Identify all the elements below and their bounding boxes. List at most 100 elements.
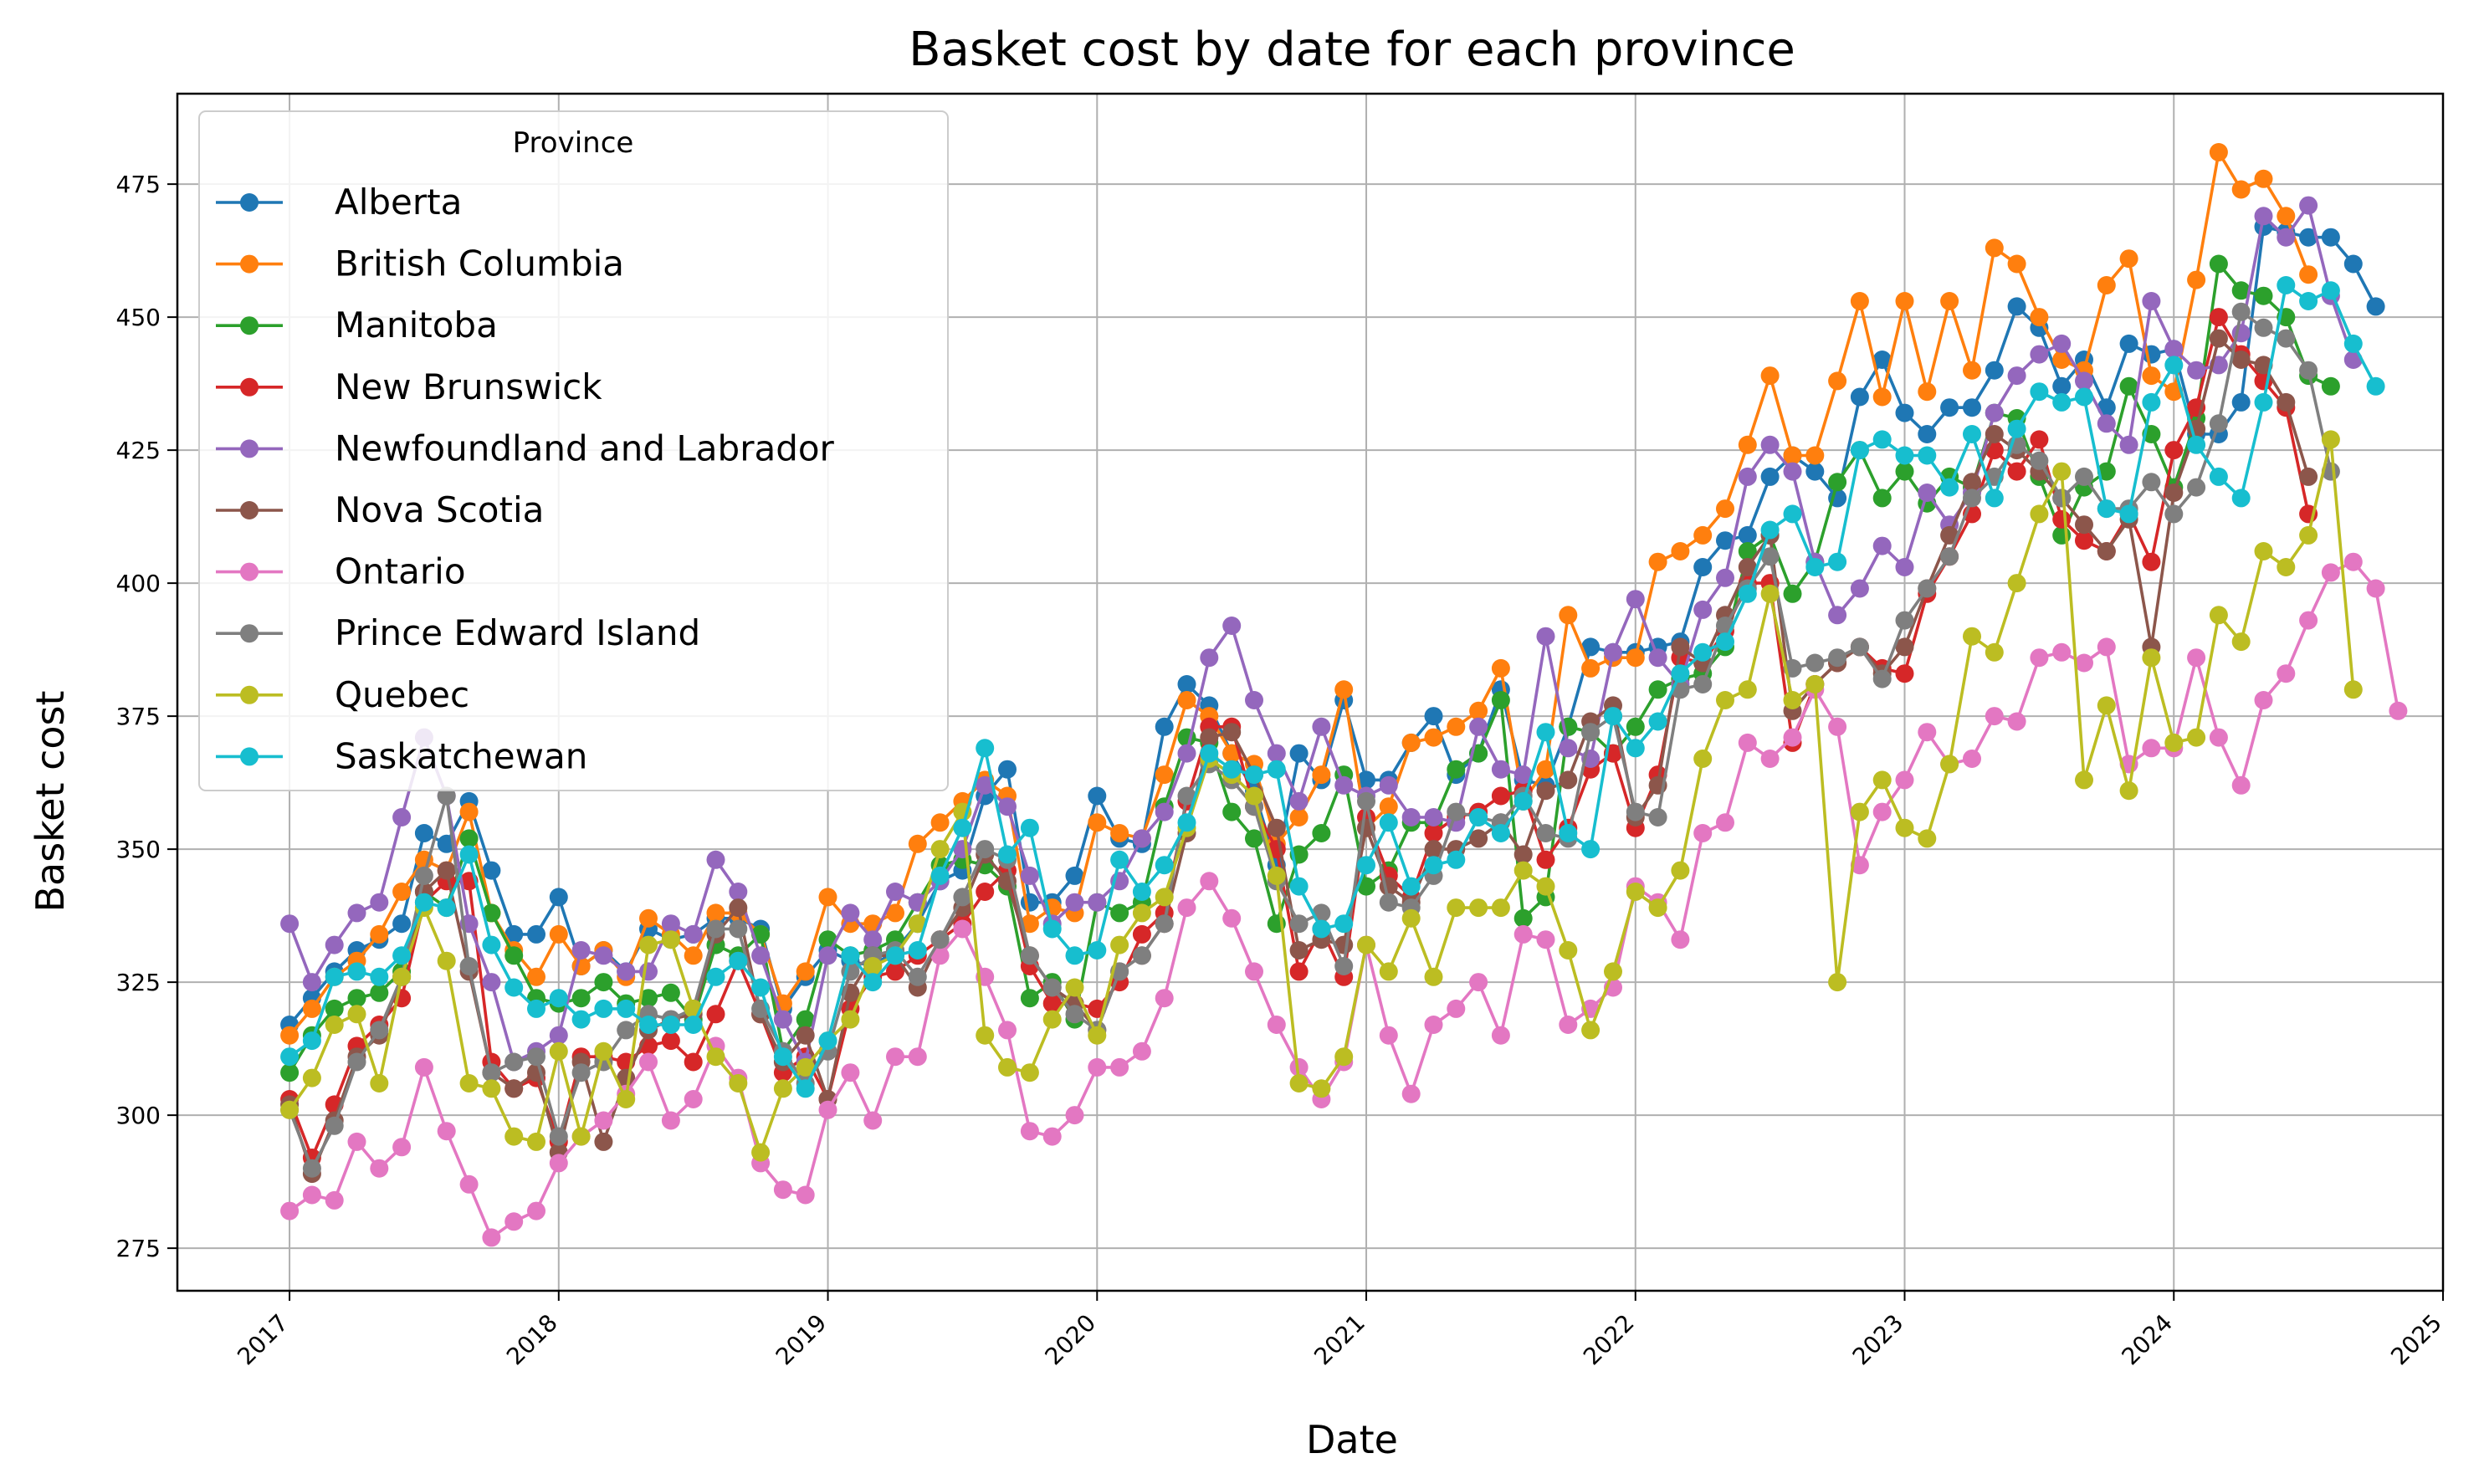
data-point — [1222, 723, 1242, 742]
data-point — [1267, 1016, 1286, 1034]
data-point — [1513, 791, 1533, 811]
data-point — [1716, 531, 1734, 550]
data-point — [2052, 462, 2072, 481]
data-point — [1828, 371, 1847, 391]
data-point — [684, 1052, 703, 1072]
data-point — [639, 908, 658, 928]
x-tick-label: 2023 — [1847, 1309, 1909, 1371]
data-point — [1513, 908, 1533, 928]
data-point — [1267, 866, 1286, 885]
data-point — [2030, 430, 2049, 449]
data-point — [1491, 898, 1510, 918]
legend-marker — [240, 624, 259, 643]
data-point — [729, 951, 748, 970]
data-point — [1940, 525, 1959, 545]
data-point — [1289, 914, 1309, 934]
data-point — [1110, 935, 1129, 954]
data-point — [504, 1079, 524, 1098]
data-point — [1357, 856, 1375, 875]
data-point — [773, 1010, 792, 1029]
data-point — [1065, 893, 1084, 912]
data-point — [347, 989, 366, 1008]
data-point — [1267, 744, 1286, 763]
data-point — [1671, 930, 1690, 949]
data-point — [325, 935, 344, 954]
data-point — [1424, 840, 1443, 859]
legend: Province Alberta British Columbia Manitoba… — [198, 110, 949, 791]
data-point — [1110, 824, 1129, 842]
data-point — [1805, 675, 1825, 693]
data-point — [1357, 935, 1375, 954]
data-point — [661, 1031, 680, 1051]
data-point — [2007, 366, 2026, 386]
data-point — [773, 1180, 792, 1200]
data-point — [2209, 254, 2228, 274]
data-point — [549, 1127, 568, 1146]
data-point — [1693, 558, 1713, 576]
series-layer — [280, 143, 2408, 1247]
data-point — [2075, 467, 2093, 486]
data-point — [2209, 728, 2228, 747]
x-tick-label: 2021 — [1309, 1309, 1370, 1371]
data-point — [1536, 760, 1555, 779]
legend-marker — [240, 562, 259, 581]
legend-item-new-brunswick: New Brunswick — [216, 366, 602, 407]
data-point — [1626, 802, 1645, 821]
data-point — [1312, 717, 1331, 736]
data-point — [1334, 914, 1354, 934]
data-point — [2254, 691, 2273, 709]
data-point — [1716, 691, 1734, 709]
data-point — [1559, 770, 1578, 790]
data-point — [1940, 478, 1959, 497]
data-point — [571, 1010, 591, 1029]
data-point — [1828, 717, 1847, 736]
data-point — [325, 1016, 344, 1034]
data-point — [908, 967, 927, 986]
data-point — [594, 1041, 613, 1061]
data-point — [1918, 579, 1937, 598]
data-point — [863, 957, 883, 975]
data-point — [1805, 653, 1825, 673]
data-point — [280, 1201, 300, 1220]
data-point — [1424, 707, 1443, 726]
data-point — [302, 1159, 321, 1178]
data-point — [1738, 558, 1757, 576]
data-point — [549, 989, 568, 1008]
data-point — [1581, 723, 1601, 742]
data-point — [325, 999, 344, 1018]
data-point — [1940, 292, 1959, 310]
legend-title: Province — [513, 126, 634, 160]
y-tick-label: 450 — [116, 304, 161, 331]
data-point — [639, 989, 658, 1008]
legend-label: New Brunswick — [335, 366, 602, 407]
data-point — [2030, 451, 2049, 470]
data-point — [2187, 361, 2206, 380]
data-point — [2119, 376, 2138, 396]
legend-item-nova-scotia: Nova Scotia — [216, 489, 544, 530]
data-point — [1177, 691, 1196, 709]
data-point — [953, 919, 972, 939]
data-point — [1648, 898, 1667, 918]
data-point — [1177, 675, 1196, 693]
data-point — [976, 840, 995, 859]
data-point — [1401, 808, 1421, 826]
data-point — [571, 1063, 591, 1082]
data-point — [1200, 648, 1219, 668]
legend-marker — [240, 747, 259, 766]
data-point — [1132, 883, 1151, 901]
data-point — [2097, 696, 2116, 715]
data-point — [1267, 818, 1286, 837]
data-point — [1783, 504, 1802, 524]
data-point — [1469, 898, 1488, 918]
data-point — [2142, 392, 2161, 412]
data-point — [482, 861, 501, 880]
data-point — [325, 1116, 344, 1135]
data-point — [1110, 903, 1129, 923]
data-point — [729, 883, 748, 901]
data-point — [280, 1026, 300, 1045]
data-point — [1065, 946, 1084, 965]
data-point — [370, 1159, 389, 1178]
data-point — [1895, 770, 1914, 790]
data-point — [684, 1016, 703, 1034]
data-point — [1805, 462, 1825, 481]
